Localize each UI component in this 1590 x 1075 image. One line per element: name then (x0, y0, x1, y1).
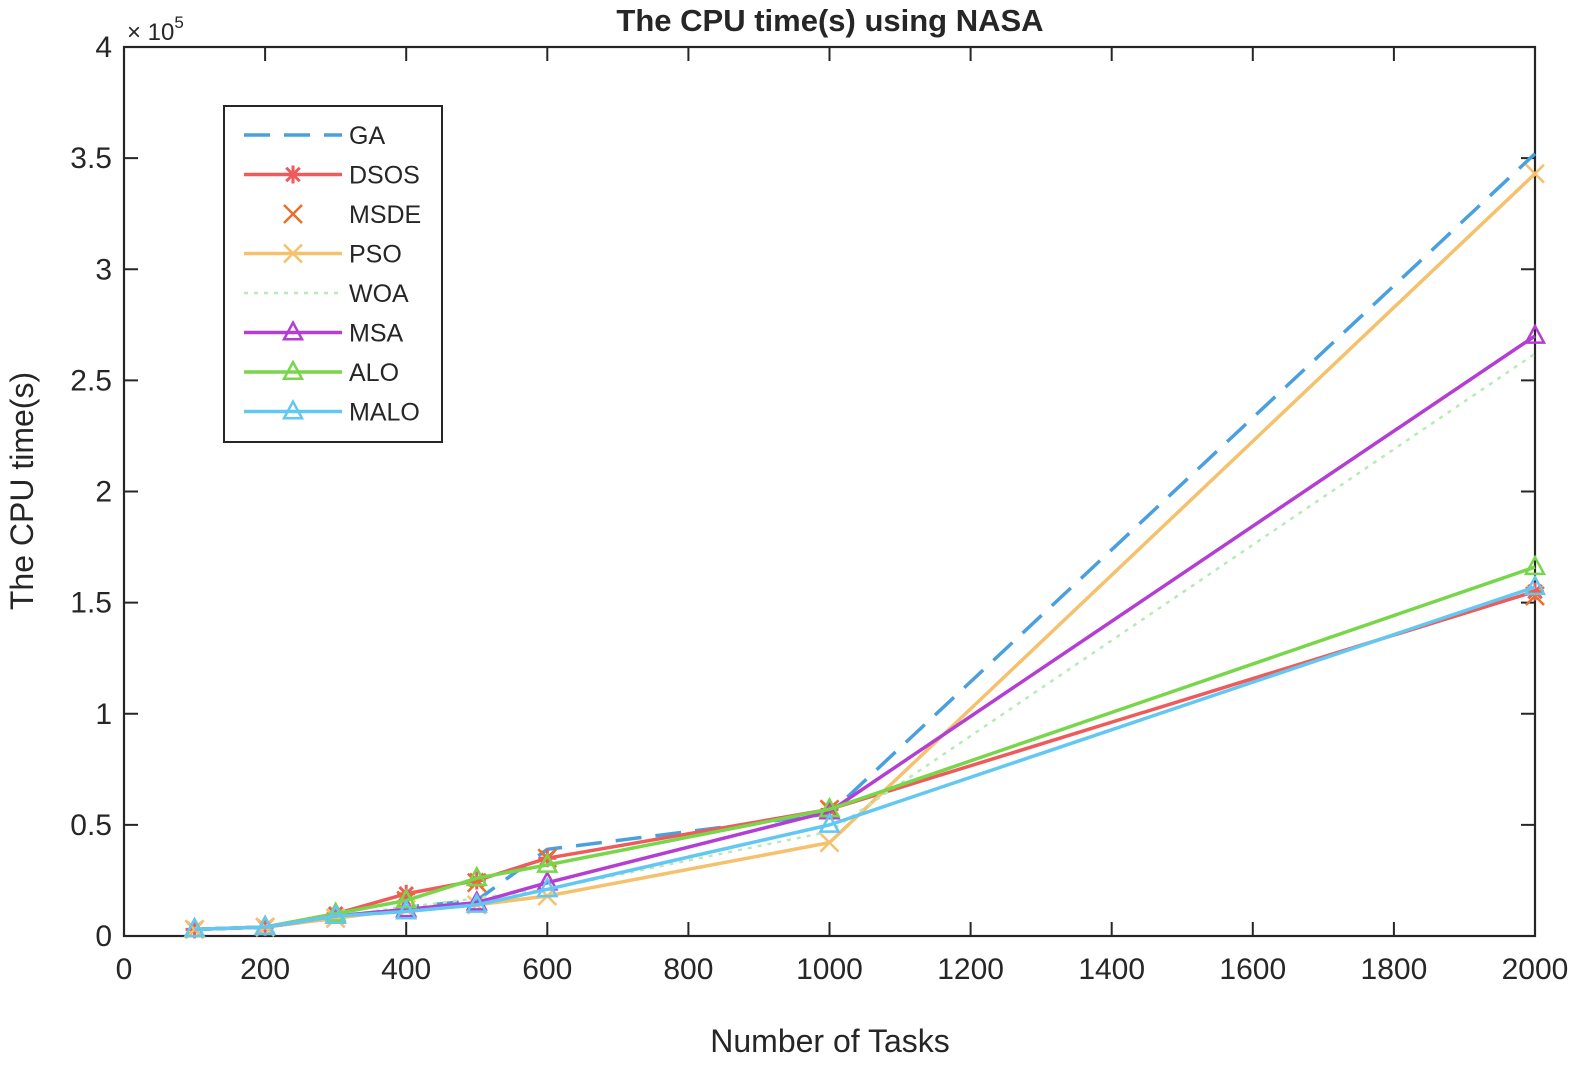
legend-item-alo: ALO (244, 359, 399, 387)
data-point-msa (1523, 323, 1547, 344)
data-point-malo (1523, 574, 1547, 596)
data-point-malo (324, 903, 347, 924)
y-tick-label: 4 (95, 31, 112, 64)
data-point-malo (395, 899, 418, 920)
legend: GA DSOS MSDE PSO WOA MSA ALO MALO (223, 105, 443, 443)
legend-label: DSOS (349, 162, 420, 190)
legend-item-dsos: DSOS (244, 162, 420, 190)
data-point-pso (819, 832, 840, 853)
legend-marker (283, 243, 303, 264)
data-point-malo (818, 812, 841, 833)
data-point-dsos (1526, 582, 1544, 601)
legend-item-msde: MSDE (283, 201, 421, 229)
marker-stroke (283, 243, 303, 264)
y-exponent-power: 5 (174, 13, 183, 32)
x-tick-label: 200 (240, 953, 290, 986)
legend-label: MSDE (349, 201, 421, 229)
marker-stroke (1525, 163, 1545, 184)
series-malo (183, 574, 1547, 938)
x-tick-label: 1600 (1219, 953, 1286, 986)
legend-marker (284, 165, 302, 184)
legend-marker (283, 204, 303, 224)
y-tick-label: 2.5 (70, 364, 112, 397)
marker-stroke (283, 204, 303, 224)
chart-title: The CPU time(s) using NASA (616, 3, 1043, 38)
data-point-malo (254, 914, 277, 936)
legend-label: PSO (349, 241, 402, 269)
legend-marker (281, 319, 305, 341)
y-axis-title: The CPU time(s) (4, 372, 40, 610)
y-tick-label: 1 (95, 698, 112, 731)
data-point-malo (183, 916, 206, 938)
marker-stroke (819, 832, 840, 853)
data-point-alo (536, 852, 559, 873)
legend-label: MSA (349, 320, 404, 348)
legend-box (223, 105, 443, 443)
y-exponent-base: × 10 (127, 19, 174, 46)
legend-label: WOA (349, 280, 409, 308)
x-axis-title: Number of Tasks (710, 1023, 950, 1059)
x-tick-label: 600 (522, 953, 572, 986)
y-exponent-label: × 105 (127, 13, 184, 46)
y-tick-label: 3.5 (70, 142, 112, 175)
data-point-malo (536, 876, 559, 898)
legend-label: ALO (349, 359, 399, 387)
y-tick-label: 0.5 (70, 809, 112, 842)
legend-label: MALO (349, 399, 420, 427)
x-tick-label: 1200 (937, 953, 1004, 986)
x-tick-label: 1000 (796, 953, 863, 986)
x-tick-label: 1800 (1361, 953, 1428, 986)
legend-item-woa: WOA (244, 280, 409, 308)
data-point-alo (465, 865, 488, 887)
y-tick-label: 1.5 (70, 587, 112, 620)
x-tick-label: 400 (381, 953, 431, 986)
y-tick-label: 3 (95, 253, 112, 286)
x-tick-label: 2000 (1502, 953, 1569, 986)
legend-marker (281, 398, 305, 420)
x-tick-label: 1400 (1078, 953, 1145, 986)
legend-marker (281, 359, 305, 380)
legend-item-msa: MSA (244, 320, 404, 348)
legend-item-pso: PSO (244, 241, 402, 269)
legend-item-ga: GA (244, 122, 385, 150)
legend-item-malo: MALO (244, 399, 420, 427)
data-point-malo (465, 892, 488, 913)
x-tick-label: 800 (663, 953, 713, 986)
series-line-malo (194, 585, 1536, 932)
legend-label: GA (349, 122, 385, 150)
data-point-alo (395, 887, 418, 909)
marker-stroke (285, 166, 301, 183)
data-point-pso (1525, 163, 1545, 184)
x-tick-label: 0 (116, 953, 133, 986)
data-point-alo (1523, 554, 1547, 576)
y-tick-label: 0 (95, 920, 112, 953)
y-tick-label: 2 (95, 476, 112, 509)
